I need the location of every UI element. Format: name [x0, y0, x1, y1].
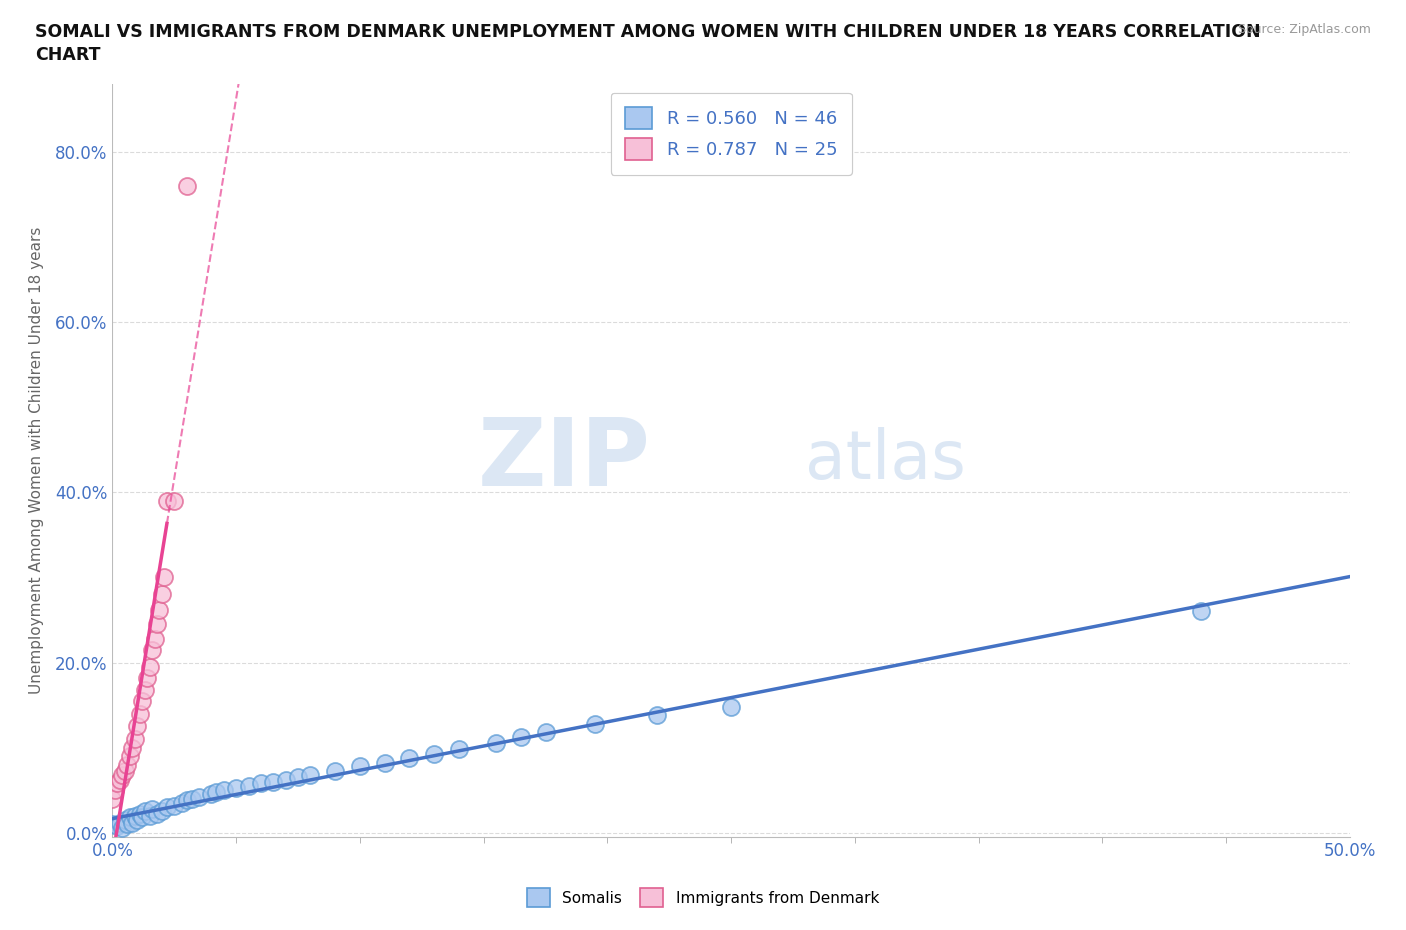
Point — [163, 798, 186, 813]
Point — [180, 791, 202, 806]
Point — [101, 817, 124, 831]
Point — [131, 694, 153, 709]
Point — [485, 736, 508, 751]
Point — [583, 716, 606, 731]
Text: Source: ZipAtlas.com: Source: ZipAtlas.com — [1237, 23, 1371, 36]
Point — [141, 802, 163, 817]
Point — [299, 767, 322, 782]
Point — [127, 719, 149, 734]
Point — [176, 793, 198, 808]
Point — [121, 815, 143, 830]
Point — [153, 570, 176, 585]
Point — [141, 643, 163, 658]
Point — [150, 587, 173, 602]
Point — [645, 708, 668, 723]
Point — [128, 806, 150, 821]
Point — [104, 783, 127, 798]
Legend: R = 0.560   N = 46, R = 0.787   N = 25: R = 0.560 N = 46, R = 0.787 N = 25 — [610, 93, 852, 175]
Point — [131, 810, 153, 825]
Point — [118, 810, 141, 825]
Point — [114, 764, 136, 779]
Point — [121, 740, 143, 755]
Text: SOMALI VS IMMIGRANTS FROM DENMARK UNEMPLOYMENT AMONG WOMEN WITH CHILDREN UNDER 1: SOMALI VS IMMIGRANTS FROM DENMARK UNEMPL… — [35, 23, 1261, 41]
Point — [108, 815, 131, 830]
Point — [114, 813, 136, 828]
Point — [156, 493, 179, 508]
Point — [447, 742, 470, 757]
Point — [323, 764, 346, 779]
Point — [134, 804, 156, 819]
Point — [134, 683, 156, 698]
Point — [150, 804, 173, 819]
Point — [205, 784, 228, 799]
Point — [101, 791, 124, 806]
Point — [107, 818, 129, 833]
Point — [156, 800, 179, 815]
Point — [200, 787, 222, 802]
Point — [176, 179, 198, 193]
Point — [146, 806, 169, 821]
Point — [124, 808, 146, 823]
Text: CHART: CHART — [35, 46, 101, 64]
Text: atlas: atlas — [806, 428, 966, 493]
Point — [509, 730, 531, 745]
Point — [287, 770, 309, 785]
Point — [534, 724, 557, 739]
Legend: Somalis, Immigrants from Denmark: Somalis, Immigrants from Denmark — [522, 883, 884, 913]
Point — [143, 631, 166, 646]
Point — [138, 808, 160, 823]
Point — [250, 776, 273, 790]
Point — [262, 775, 284, 790]
Point — [225, 781, 247, 796]
Point — [111, 767, 134, 782]
Point — [148, 603, 170, 618]
Point — [136, 671, 159, 685]
Point — [238, 778, 260, 793]
Point — [374, 755, 396, 770]
Point — [117, 817, 139, 831]
Point — [138, 659, 160, 674]
Point — [1189, 604, 1212, 618]
Point — [398, 751, 420, 765]
Point — [188, 790, 211, 804]
Point — [111, 820, 134, 835]
Point — [124, 732, 146, 747]
Point — [274, 773, 297, 788]
Point — [163, 493, 186, 508]
Point — [127, 813, 149, 828]
Point — [118, 749, 141, 764]
Point — [170, 795, 193, 810]
Point — [117, 757, 139, 772]
Point — [146, 617, 169, 631]
Text: ZIP: ZIP — [478, 415, 651, 506]
Y-axis label: Unemployment Among Women with Children Under 18 years: Unemployment Among Women with Children U… — [30, 227, 44, 694]
Point — [108, 773, 131, 788]
Point — [720, 699, 742, 714]
Point — [128, 706, 150, 721]
Point — [349, 759, 371, 774]
Point — [107, 776, 129, 790]
Point — [212, 783, 235, 798]
Point — [423, 747, 446, 762]
